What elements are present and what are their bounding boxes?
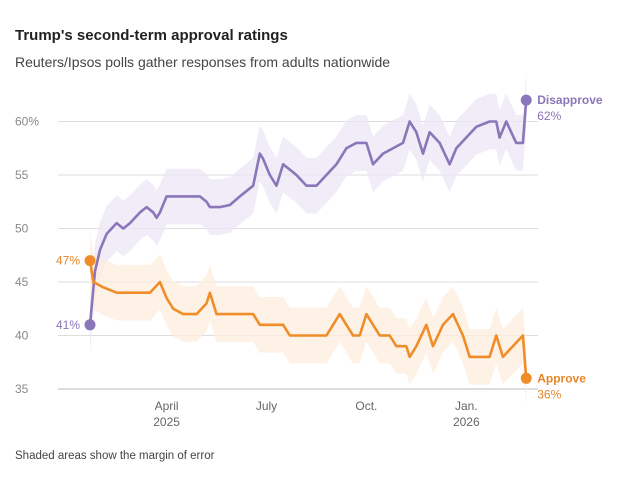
approve-start-label: 47% [56, 254, 80, 268]
y-tick-label: 45 [15, 275, 29, 289]
approve-error-band [90, 232, 527, 407]
disapprove-start-point [84, 319, 96, 331]
x-tick-year: 2025 [153, 415, 180, 429]
y-axis-labels: 60% 55 50 45 40 35 [15, 115, 39, 397]
series-annotations: 41% Disapprove 62% 47% Approve 36% [56, 93, 603, 401]
approve-start-point [84, 255, 96, 267]
disapprove-end-label: 62% [537, 109, 561, 123]
x-tick-month: April [155, 399, 179, 413]
approve-end-point [520, 372, 532, 384]
approve-series-name: Approve [537, 371, 586, 385]
x-axis-labels: April 2025 July Oct. Jan. 2026 [153, 399, 480, 429]
x-tick-year: 2026 [453, 415, 480, 429]
y-tick-label: 60% [15, 115, 39, 129]
approve-line [88, 260, 528, 379]
approve-end-label: 36% [537, 387, 561, 401]
y-tick-label: 55 [15, 168, 29, 182]
error-bands [90, 72, 527, 407]
series-lines [88, 99, 528, 379]
y-tick-label: 40 [15, 329, 29, 343]
disapprove-error-band [90, 72, 527, 353]
x-tick-month: July [256, 399, 277, 413]
disapprove-start-label: 41% [56, 318, 80, 332]
chart-footnote: Shaded areas show the margin of error [15, 450, 215, 462]
x-tick-month: Jan. [455, 399, 478, 413]
chart-subtitle: Reuters/Ipsos polls gather responses fro… [15, 54, 391, 70]
x-tick-month: Oct. [355, 399, 377, 413]
disapprove-series-name: Disapprove [537, 93, 603, 107]
y-tick-label: 50 [15, 222, 29, 236]
disapprove-end-point [520, 94, 532, 106]
disapprove-line [88, 99, 528, 325]
chart-title: Trump's second-term approval ratings [15, 27, 288, 44]
y-tick-label: 35 [15, 382, 29, 396]
